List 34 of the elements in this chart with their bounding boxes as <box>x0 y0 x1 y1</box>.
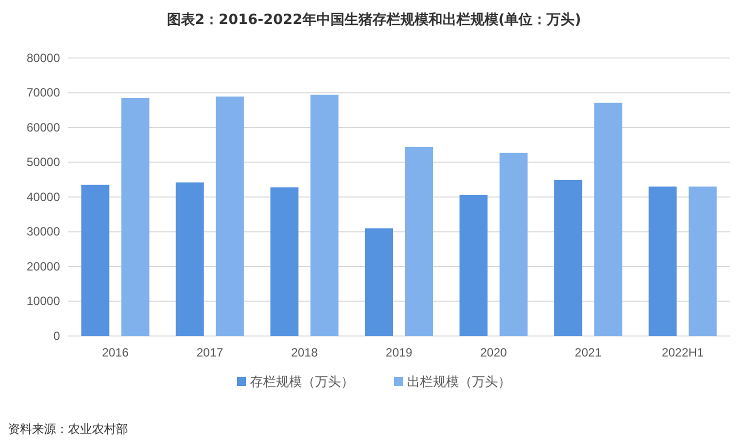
bar <box>500 152 528 336</box>
bar <box>176 182 204 336</box>
legend-label: 出栏规模（万头） <box>407 375 511 390</box>
x-tick-label: 2021 <box>574 346 602 360</box>
x-tick-label: 2019 <box>386 346 413 360</box>
x-tick-label: 2018 <box>291 346 318 360</box>
bar <box>81 184 110 336</box>
bar <box>216 96 244 336</box>
bar <box>364 228 393 336</box>
y-tick-label: 30000 <box>26 224 60 239</box>
text: 资料来源：农业农村部 <box>8 422 128 436</box>
x-tick-label: 2017 <box>196 346 224 360</box>
y-tick-label: 0 <box>53 328 60 343</box>
bar <box>121 98 150 336</box>
y-tick-label: 40000 <box>26 190 60 204</box>
y-tick-label: 80000 <box>26 50 60 65</box>
x-tick-label: 2016 <box>102 346 129 360</box>
y-tick-label: 70000 <box>26 86 60 100</box>
chart-title: 图表2：2016-2022年中国生猪存栏规模和出栏规模(单位：万头) <box>166 12 582 28</box>
x-tick-label: 2020 <box>480 346 508 360</box>
x-tick-label: 2022H1 <box>662 346 704 360</box>
bar <box>554 180 582 336</box>
bar <box>594 102 622 336</box>
y-tick-label: 10000 <box>26 294 60 308</box>
y-tick-label: 20000 <box>26 259 60 274</box>
legend-label: 存栏规模（万头） <box>250 375 354 390</box>
bar <box>688 186 717 336</box>
y-tick-label: 50000 <box>26 155 60 170</box>
bar <box>460 194 488 336</box>
bar <box>405 146 434 336</box>
bar <box>270 187 298 336</box>
bar <box>310 94 338 336</box>
y-tick-label: 60000 <box>26 120 60 134</box>
bar <box>648 186 677 336</box>
